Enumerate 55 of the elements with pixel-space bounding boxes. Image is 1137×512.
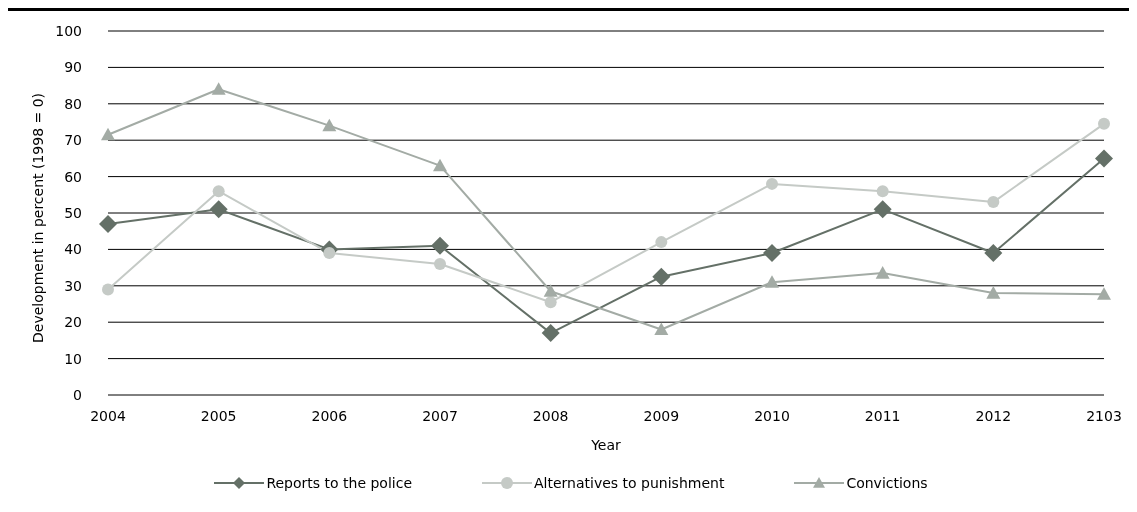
- point: [323, 247, 336, 260]
- x-tick-label: 2004: [90, 407, 126, 424]
- x-tick-label: 2007: [422, 407, 458, 424]
- point: [1095, 149, 1113, 168]
- point: [654, 322, 669, 336]
- point: [101, 127, 115, 141]
- y-tick-label: 90: [64, 59, 82, 76]
- x-tick-label: 2008: [532, 407, 569, 424]
- x-tick-label: 2012: [975, 407, 1012, 424]
- y-tick-label: 30: [64, 277, 82, 294]
- point: [431, 236, 449, 255]
- y-tick-label: 20: [64, 314, 82, 331]
- point: [875, 266, 890, 279]
- point: [212, 185, 225, 198]
- point: [873, 200, 892, 219]
- point: [1097, 287, 1111, 300]
- x-tick-label: 2010: [754, 407, 790, 424]
- y-tick-label: 40: [64, 241, 82, 258]
- point: [102, 283, 114, 296]
- y-tick-label: 0: [73, 386, 82, 403]
- y-tick-label: 80: [64, 95, 82, 112]
- point: [322, 118, 337, 132]
- point: [763, 244, 781, 263]
- legend-label: Reports to the police: [266, 475, 413, 491]
- point: [211, 82, 226, 95]
- x-tick-label: 2005: [200, 407, 237, 424]
- x-tick-label: 2009: [643, 407, 680, 424]
- legend-label: Alternatives to punishment: [534, 475, 725, 491]
- point: [766, 177, 778, 190]
- point: [541, 324, 560, 343]
- y-tick-label: 60: [64, 168, 82, 185]
- point: [876, 185, 889, 198]
- point: [652, 267, 671, 286]
- y-axis-title: Development in percent (1998 = 0): [29, 92, 46, 343]
- legend-label: Convictions: [846, 475, 928, 491]
- point: [655, 236, 668, 249]
- point: [987, 196, 1000, 209]
- y-tick-label: 100: [55, 22, 82, 39]
- x-tick-label: 2006: [311, 407, 348, 424]
- point: [986, 286, 1001, 299]
- point: [543, 284, 558, 297]
- point: [209, 200, 228, 219]
- point: [434, 257, 446, 270]
- x-tick-label: 2011: [864, 407, 901, 424]
- point: [1098, 117, 1110, 130]
- x-axis-title: Year: [590, 437, 622, 453]
- point: [765, 275, 779, 288]
- y-tick-label: 10: [64, 350, 82, 367]
- point: [984, 244, 1003, 263]
- point: [544, 296, 557, 309]
- x-tick-label: 2103: [1086, 407, 1122, 424]
- y-tick-label: 70: [64, 132, 82, 149]
- point: [99, 214, 117, 233]
- point: [433, 158, 447, 172]
- y-tick-label: 50: [64, 204, 82, 221]
